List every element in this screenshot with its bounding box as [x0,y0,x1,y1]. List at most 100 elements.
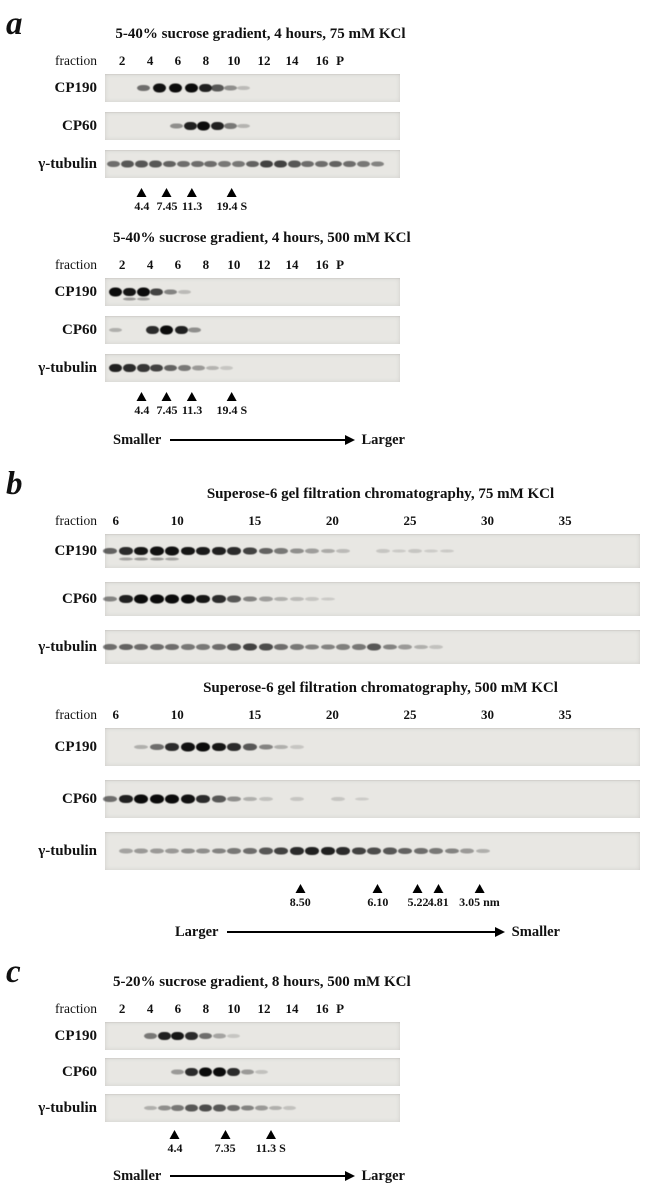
panel-a-section-75mM: 5-40% sucrose gradient, 4 hours, 75 mM K… [0,24,654,222]
blot-band [356,161,370,167]
blot-band [370,161,384,167]
protein-label: CP190 [54,283,98,300]
section-title: 5-40% sucrose gradient, 4 hours, 75 mM K… [115,26,406,42]
blot-band [211,848,226,854]
blot-band [118,595,133,603]
blot-band [122,364,136,372]
fraction-label: 12 [257,257,271,272]
marker-arrowhead-icon [136,188,147,197]
blot-band [408,549,423,553]
blot-band [122,288,136,296]
blot-band [135,160,149,168]
blot-band [103,796,118,802]
blot-band [242,848,257,854]
size-marker: 7.45 [156,392,177,418]
blot-band [180,848,195,854]
blot-band [149,557,164,561]
blot-band [118,557,133,561]
panel-a-section-500mM: 5-40% sucrose gradient, 4 hours, 500 mM … [0,228,654,426]
marker-value: 6.10 [367,895,389,909]
blot-band [301,161,315,167]
size-marker: 7.45 [156,188,177,214]
blot-band [218,161,232,167]
blot-row: CP60 [0,780,654,818]
marker-value: 7.35 [214,1141,236,1155]
fraction-label: 25 [403,707,417,722]
fraction-label: 30 [481,707,495,722]
fraction-label: 8 [202,53,210,68]
blot-band [227,796,242,802]
size-marker: 5.22 [407,884,428,910]
blot-band [242,547,257,555]
blot-band [241,1105,255,1111]
blot-band [149,794,164,804]
blot-band [121,160,135,168]
blot-band [429,645,444,649]
blot-band [180,594,195,604]
fraction-label: 8 [202,257,210,272]
blot-band [219,366,233,370]
marker-value: 4.4 [134,199,150,213]
fraction-word-label: fraction [55,513,97,528]
axis-label-left: Smaller [113,431,162,448]
panel-a-size-axis: Smaller Larger [113,430,405,450]
blot-band [199,1033,213,1039]
fraction-label: P [336,1001,345,1016]
blot-band [336,549,351,553]
blot-band [398,848,413,854]
marker-arrowhead-icon [265,1130,276,1139]
fraction-label: 2 [118,257,126,272]
marker-value: 11.3 S [255,1141,286,1155]
blot-band [440,549,455,553]
blot-band [211,795,226,803]
blot-band [213,1104,227,1112]
blot-band [103,596,118,602]
blot-band [150,364,164,372]
blot-band [198,84,212,92]
panel-c-size-axis: Smaller Larger [113,1166,405,1186]
fraction-label: 6 [174,1001,182,1016]
protein-label: CP190 [54,1027,98,1044]
blot-band [367,847,382,855]
blot-band [242,797,257,801]
blot-band [188,327,202,333]
fraction-label: 10 [170,707,184,722]
blot-band [258,744,273,750]
blot-band [227,595,242,603]
blot-row: CP60 [0,582,654,616]
fraction-label: 20 [325,707,339,722]
blot-row: CP60 [0,1058,654,1086]
fraction-label: 14 [285,1001,299,1016]
blot-band [475,849,490,853]
fraction-label: 12 [257,1001,271,1016]
sedimentation-markers: 4.4 7.45 11.3 19.4 S [113,188,408,222]
fraction-label: 15 [248,707,262,722]
size-marker: 8.50 [290,884,311,910]
protein-label: CP190 [54,79,98,96]
blot-band [424,549,439,553]
blot-band [149,594,164,604]
blot-band [210,122,224,130]
blot-band [164,365,178,371]
blot-band [305,597,320,601]
blot-band [460,848,475,854]
fraction-label: 4 [146,53,154,68]
fraction-label: 16 [315,1001,329,1016]
blot-band [196,595,211,603]
blot-band [242,743,257,751]
blot-band [122,297,136,301]
blot-band [148,160,162,168]
blot-band [150,288,164,296]
blot-row: γ-tubulin [0,1094,654,1122]
axis-label-left: Smaller [113,1167,162,1184]
blot-band [227,1034,241,1038]
blot-band [192,365,205,371]
blot-band [196,848,211,854]
blot-band [108,328,122,332]
blot-band [157,1032,171,1040]
blot-band [329,161,343,167]
blot-band [274,745,288,749]
marker-value: 19.4 S [216,403,248,417]
blot-strip [103,582,640,616]
blot-band [180,547,195,555]
